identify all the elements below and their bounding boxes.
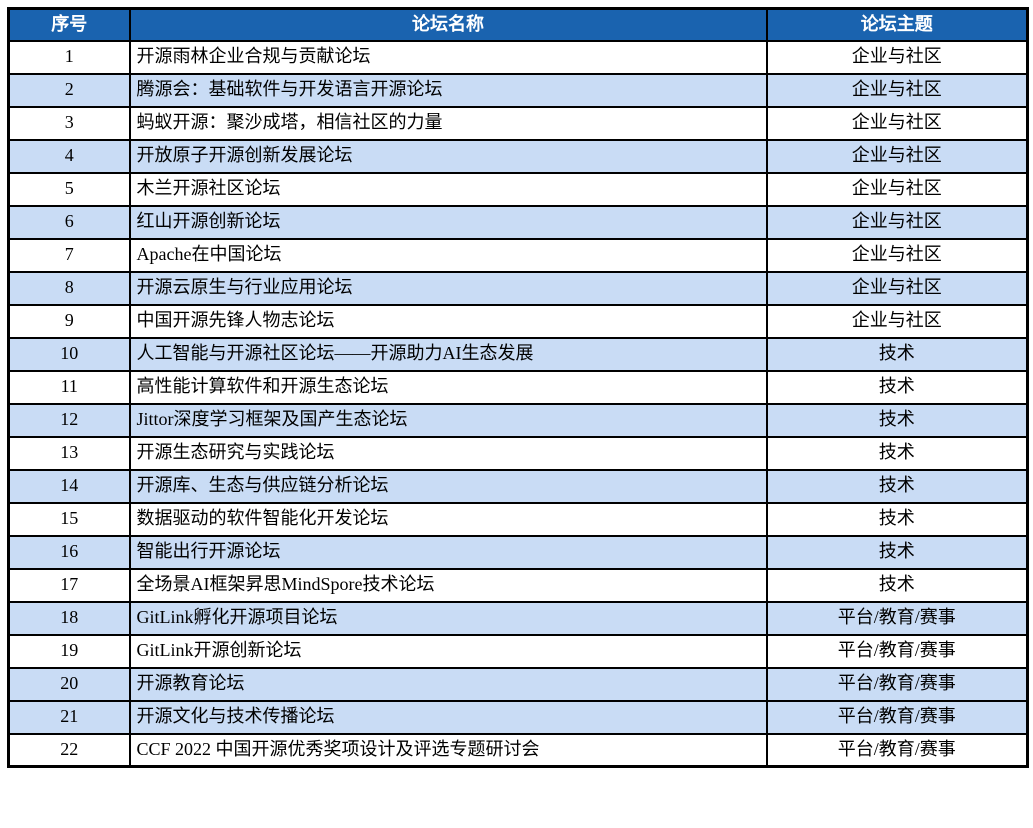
table-row: 12 Jittor深度学习框架及国产生态论坛 技术 [7,402,1029,438]
table-row: 6 红山开源创新论坛 企业与社区 [7,204,1029,240]
page: 序号 论坛名称 论坛主题 1 开源雨林企业合规与贡献论坛 企业与社区 2 腾源会… [7,7,1029,768]
table-row: 9 中国开源先锋人物志论坛 企业与社区 [7,303,1029,339]
forum-name-cell: 开源云原生与行业应用论坛 [128,270,768,306]
forum-name-cell: 红山开源创新论坛 [128,204,768,240]
table-row: 21 开源文化与技术传播论坛 平台/教育/赛事 [7,699,1029,735]
row-number-cell: 19 [7,633,131,669]
forum-name-cell: CCF 2022 中国开源优秀奖项设计及评选专题研讨会 [128,732,768,768]
row-number-cell: 1 [7,39,131,75]
forum-name-cell: Apache在中国论坛 [128,237,768,273]
table-row: 1 开源雨林企业合规与贡献论坛 企业与社区 [7,39,1029,75]
forum-theme-cell: 技术 [765,336,1029,372]
header-cell-index: 序号 [7,7,131,42]
header-cell-theme: 论坛主题 [765,7,1029,42]
forum-name-cell: 全场景AI框架昇思MindSpore技术论坛 [128,567,768,603]
header-cell-name: 论坛名称 [128,7,768,42]
row-number-cell: 20 [7,666,131,702]
forum-name-cell: 蚂蚁开源：聚沙成塔，相信社区的力量 [128,105,768,141]
forum-theme-cell: 平台/教育/赛事 [765,732,1029,768]
row-number-cell: 18 [7,600,131,636]
forum-theme-cell: 平台/教育/赛事 [765,699,1029,735]
forum-name-cell: 开源雨林企业合规与贡献论坛 [128,39,768,75]
row-number-cell: 2 [7,72,131,108]
row-number-cell: 6 [7,204,131,240]
forum-name-cell: GitLink孵化开源项目论坛 [128,600,768,636]
row-number-cell: 16 [7,534,131,570]
forum-name-cell: GitLink开源创新论坛 [128,633,768,669]
row-number-cell: 15 [7,501,131,537]
forum-theme-cell: 平台/教育/赛事 [765,633,1029,669]
forum-theme-cell: 平台/教育/赛事 [765,666,1029,702]
forum-name-cell: 开放原子开源创新发展论坛 [128,138,768,174]
row-number-cell: 21 [7,699,131,735]
forum-name-cell: 人工智能与开源社区论坛——开源助力AI生态发展 [128,336,768,372]
forum-theme-cell: 企业与社区 [765,171,1029,207]
table-row: 3 蚂蚁开源：聚沙成塔，相信社区的力量 企业与社区 [7,105,1029,141]
table-row: 19 GitLink开源创新论坛 平台/教育/赛事 [7,633,1029,669]
forum-name-cell: 开源文化与技术传播论坛 [128,699,768,735]
table-row: 4 开放原子开源创新发展论坛 企业与社区 [7,138,1029,174]
row-number-cell: 12 [7,402,131,438]
row-number-cell: 13 [7,435,131,471]
forum-theme-cell: 技术 [765,567,1029,603]
forum-name-cell: 智能出行开源论坛 [128,534,768,570]
row-number-cell: 22 [7,732,131,768]
table-body: 1 开源雨林企业合规与贡献论坛 企业与社区 2 腾源会：基础软件与开发语言开源论… [7,39,1029,768]
header-row: 序号 论坛名称 论坛主题 [7,7,1029,42]
table-row: 16 智能出行开源论坛 技术 [7,534,1029,570]
forum-name-cell: 数据驱动的软件智能化开发论坛 [128,501,768,537]
forum-theme-cell: 企业与社区 [765,105,1029,141]
forum-name-cell: 开源生态研究与实践论坛 [128,435,768,471]
table-row: 7 Apache在中国论坛 企业与社区 [7,237,1029,273]
forum-theme-cell: 技术 [765,534,1029,570]
row-number-cell: 5 [7,171,131,207]
row-number-cell: 7 [7,237,131,273]
table-row: 5 木兰开源社区论坛 企业与社区 [7,171,1029,207]
forum-name-cell: Jittor深度学习框架及国产生态论坛 [128,402,768,438]
forum-theme-cell: 企业与社区 [765,303,1029,339]
forum-name-cell: 高性能计算软件和开源生态论坛 [128,369,768,405]
row-number-cell: 10 [7,336,131,372]
table-row: 14 开源库、生态与供应链分析论坛 技术 [7,468,1029,504]
forum-theme-cell: 技术 [765,369,1029,405]
table-row: 8 开源云原生与行业应用论坛 企业与社区 [7,270,1029,306]
forum-theme-cell: 企业与社区 [765,138,1029,174]
forum-name-cell: 木兰开源社区论坛 [128,171,768,207]
row-number-cell: 17 [7,567,131,603]
row-number-cell: 3 [7,105,131,141]
forum-theme-cell: 技术 [765,501,1029,537]
forum-theme-cell: 企业与社区 [765,270,1029,306]
row-number-cell: 4 [7,138,131,174]
table-row: 11 高性能计算软件和开源生态论坛 技术 [7,369,1029,405]
table-row: 17 全场景AI框架昇思MindSpore技术论坛 技术 [7,567,1029,603]
forum-table: 序号 论坛名称 论坛主题 1 开源雨林企业合规与贡献论坛 企业与社区 2 腾源会… [7,7,1029,768]
row-number-cell: 14 [7,468,131,504]
forum-theme-cell: 技术 [765,435,1029,471]
forum-theme-cell: 企业与社区 [765,204,1029,240]
table-row: 20 开源教育论坛 平台/教育/赛事 [7,666,1029,702]
table-row: 13 开源生态研究与实践论坛 技术 [7,435,1029,471]
forum-theme-cell: 企业与社区 [765,72,1029,108]
table-row: 18 GitLink孵化开源项目论坛 平台/教育/赛事 [7,600,1029,636]
forum-name-cell: 开源教育论坛 [128,666,768,702]
forum-theme-cell: 技术 [765,402,1029,438]
row-number-cell: 9 [7,303,131,339]
forum-theme-cell: 技术 [765,468,1029,504]
table-row: 15 数据驱动的软件智能化开发论坛 技术 [7,501,1029,537]
forum-name-cell: 中国开源先锋人物志论坛 [128,303,768,339]
forum-name-cell: 开源库、生态与供应链分析论坛 [128,468,768,504]
table-row: 10 人工智能与开源社区论坛——开源助力AI生态发展 技术 [7,336,1029,372]
forum-theme-cell: 企业与社区 [765,39,1029,75]
row-number-cell: 11 [7,369,131,405]
row-number-cell: 8 [7,270,131,306]
table-row: 2 腾源会：基础软件与开发语言开源论坛 企业与社区 [7,72,1029,108]
table-row: 22 CCF 2022 中国开源优秀奖项设计及评选专题研讨会 平台/教育/赛事 [7,732,1029,768]
forum-theme-cell: 平台/教育/赛事 [765,600,1029,636]
forum-name-cell: 腾源会：基础软件与开发语言开源论坛 [128,72,768,108]
forum-theme-cell: 企业与社区 [765,237,1029,273]
